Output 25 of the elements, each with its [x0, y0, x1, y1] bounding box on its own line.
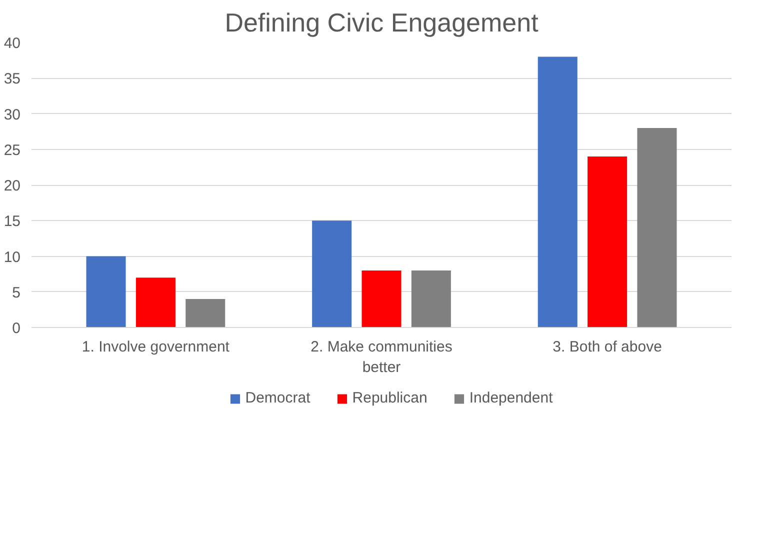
bar: [411, 270, 451, 328]
x-tick-label: 1. Involve government: [82, 338, 230, 356]
y-tick-label: 25: [4, 142, 21, 159]
y-tick-label: 10: [4, 248, 21, 266]
bar: [136, 278, 176, 328]
legend-label: Independent: [469, 390, 553, 406]
chart-title: Defining Civic Engagement: [224, 8, 540, 38]
y-tick-label: 40: [4, 35, 21, 52]
y-tick-label: 30: [4, 106, 21, 124]
bar: [186, 299, 226, 328]
y-tick-label: 35: [4, 70, 21, 88]
x-tick-label: 2. Make communities better: [310, 338, 452, 376]
bar: [637, 128, 677, 328]
bar: [312, 220, 352, 328]
y-tick-label: 20: [4, 178, 21, 194]
bar: [362, 270, 402, 328]
bar: [86, 256, 126, 328]
y-tick-label: 0: [12, 320, 20, 337]
y-tick-label: 5: [12, 284, 20, 302]
legend-label: Democrat: [245, 390, 310, 406]
y-tick-label: 15: [4, 213, 21, 230]
x-tick-label: 3. Both of above: [552, 338, 662, 356]
bar: [538, 56, 578, 328]
bar: [588, 156, 628, 328]
legend-label: Republican: [352, 390, 428, 406]
